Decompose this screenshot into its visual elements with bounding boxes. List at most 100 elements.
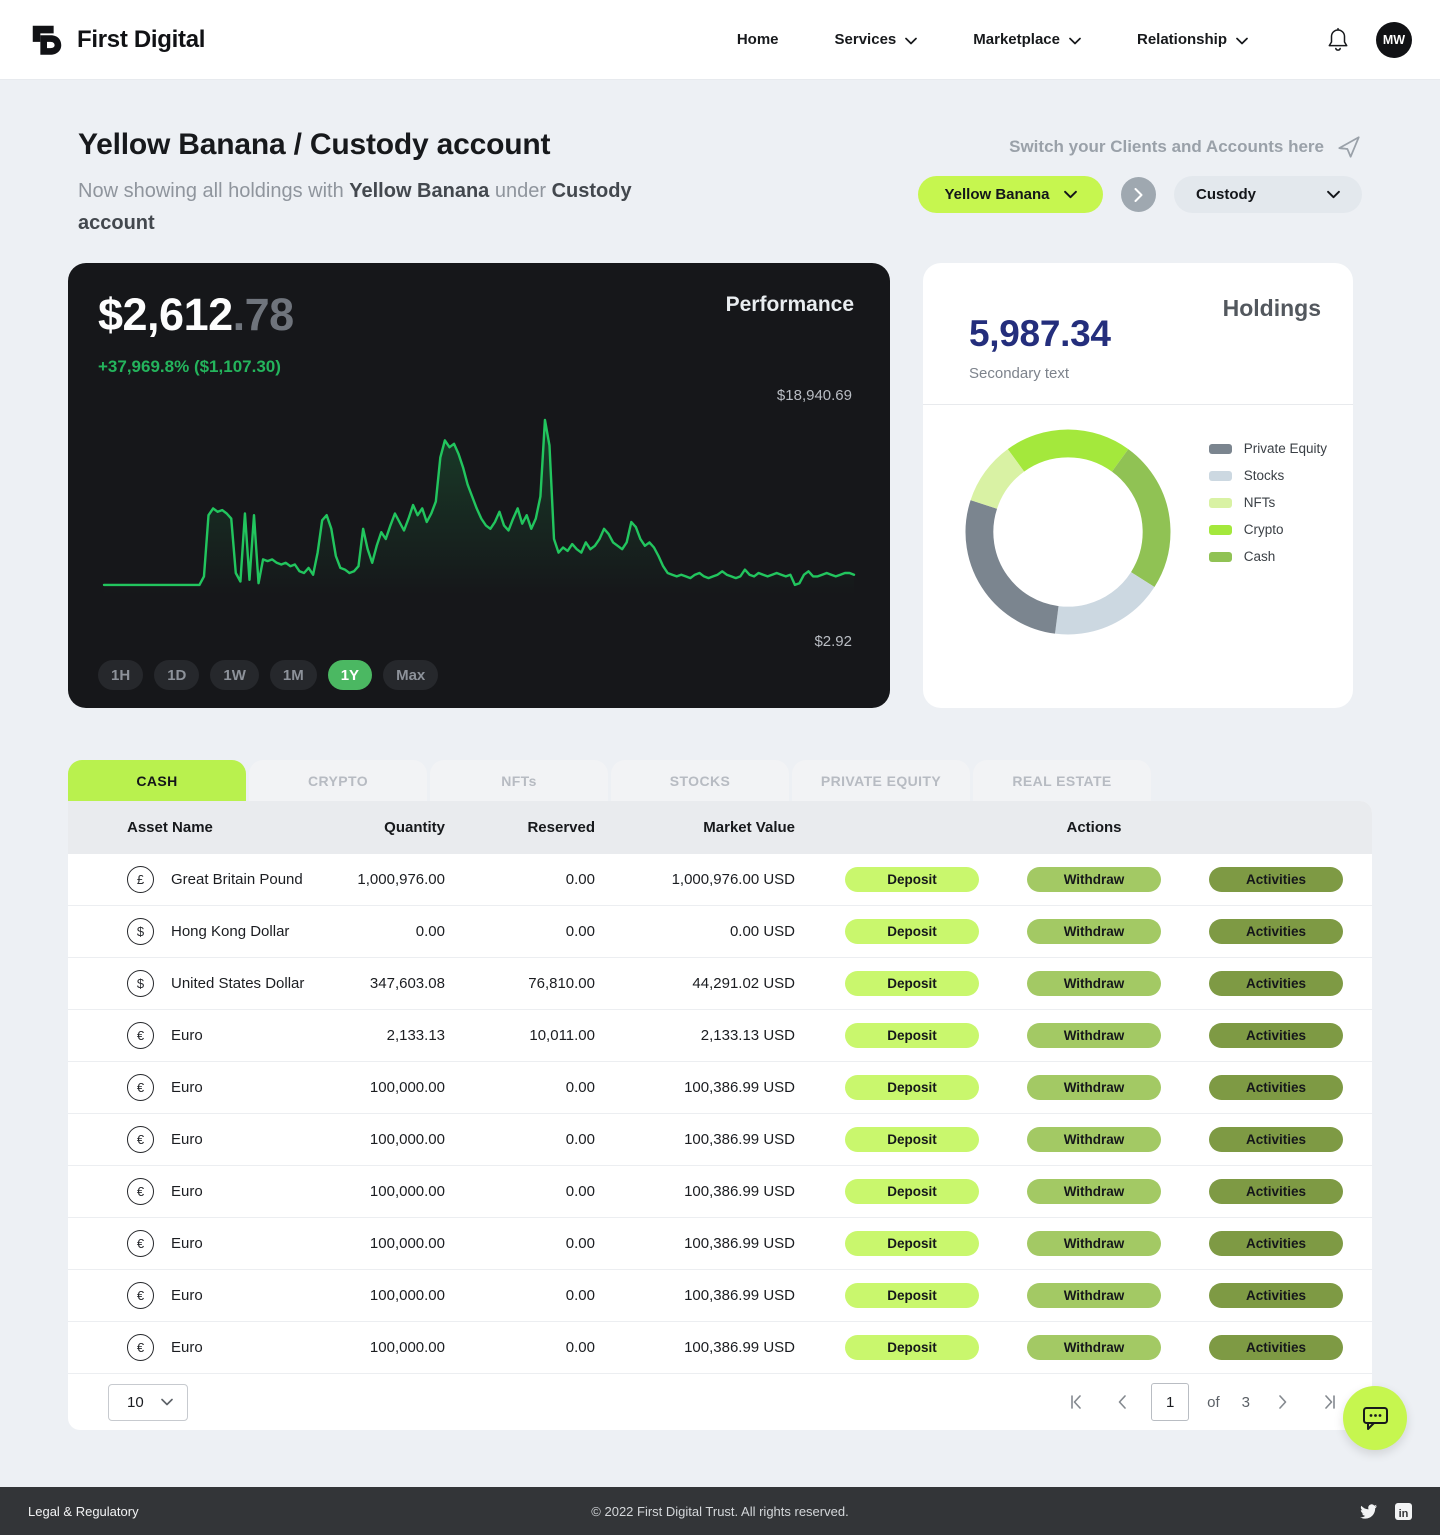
nav-item-home[interactable]: Home (736, 31, 779, 48)
tab-cash[interactable]: CASH (68, 760, 246, 801)
deposit-button[interactable]: Deposit (845, 1127, 979, 1152)
deposit-button[interactable]: Deposit (845, 1231, 979, 1256)
deposit-button[interactable]: Deposit (845, 971, 979, 996)
asset-name: Hong Kong Dollar (171, 923, 290, 940)
asset-name: Euro (171, 1131, 203, 1148)
table-row: € Euro 100,000.00 0.00 100,386.99 USD Deposit… (68, 1270, 1372, 1322)
range-1d-button[interactable]: 1D (154, 660, 200, 690)
tab-real-estate[interactable]: REAL ESTATE (973, 760, 1151, 801)
deposit-button[interactable]: Deposit (845, 919, 979, 944)
chat-fab-button[interactable] (1343, 1386, 1407, 1450)
portfolio-change: +37,969.8% ($1,107.30) (98, 357, 281, 376)
activities-button[interactable]: Activities (1209, 1283, 1343, 1308)
reserved-cell: 10,011.00 (529, 1027, 595, 1044)
table-row: € Euro 2,133.13 10,011.00 2,133.13 USD Deposi… (68, 1010, 1372, 1062)
legal-link[interactable]: Legal & Regulatory (28, 1503, 139, 1519)
withdraw-button[interactable]: Withdraw (1027, 1283, 1161, 1308)
market-value-cell: 100,386.99 USD (684, 1131, 795, 1148)
withdraw-button[interactable]: Withdraw (1027, 1127, 1161, 1152)
first-page-button[interactable] (1063, 1387, 1093, 1417)
deposit-button[interactable]: Deposit (845, 1179, 979, 1204)
currency-icon: £ (127, 866, 154, 893)
range-max-button[interactable]: Max (383, 660, 439, 690)
table-footer: 10 1 of 3 (68, 1374, 1372, 1430)
tab-nfts[interactable]: NFTs (430, 760, 608, 801)
withdraw-button[interactable]: Withdraw (1027, 1231, 1161, 1256)
deposit-button[interactable]: Deposit (845, 1075, 979, 1100)
activities-button[interactable]: Activities (1209, 919, 1343, 944)
tab-private-equity[interactable]: PRIVATE EQUITY (792, 760, 970, 801)
range-1y-button[interactable]: 1Y (327, 660, 373, 690)
deposit-button[interactable]: Deposit (845, 1023, 979, 1048)
brand[interactable]: First Digital (28, 21, 205, 59)
last-page-button[interactable] (1312, 1387, 1342, 1417)
switch-direction-button[interactable] (1121, 177, 1156, 212)
activities-button[interactable]: Activities (1209, 1231, 1343, 1256)
asset-name-cell: £ Great Britain Pound (127, 866, 307, 893)
withdraw-button[interactable]: Withdraw (1027, 1023, 1161, 1048)
deposit-button[interactable]: Deposit (845, 1335, 979, 1360)
time-range-selector: 1H 1D 1W 1M 1Y Max (98, 660, 854, 690)
market-value-cell: 0.00 USD (729, 923, 795, 940)
chat-bubble-icon (1363, 1407, 1388, 1430)
range-1m-button[interactable]: 1M (269, 660, 317, 690)
activities-button[interactable]: Activities (1209, 1127, 1343, 1152)
account-selector-dropdown[interactable]: Custody (1174, 176, 1362, 213)
nav-item-relationship[interactable]: Relationship (1137, 31, 1248, 48)
line-chart (102, 418, 856, 595)
reserved-cell: 0.00 (565, 1079, 595, 1096)
table-body: £ Great Britain Pound 1,000,976.00 0.00 1,00… (68, 854, 1372, 1374)
legend-swatch (1208, 470, 1232, 481)
currency-icon: $ (127, 970, 154, 997)
activities-button[interactable]: Activities (1209, 1075, 1343, 1100)
avatar[interactable]: MW (1376, 21, 1412, 58)
asset-name-cell: € Euro (127, 1074, 307, 1101)
withdraw-button[interactable]: Withdraw (1027, 867, 1161, 892)
legend-item: Crypto (1208, 522, 1327, 537)
chevron-down-icon (1327, 190, 1340, 199)
previous-page-button[interactable] (1107, 1387, 1137, 1417)
tab-crypto[interactable]: CRYPTO (249, 760, 427, 801)
withdraw-button[interactable]: Withdraw (1027, 971, 1161, 996)
client-selector-dropdown[interactable]: Yellow Banana (918, 176, 1103, 213)
notification-bell-icon[interactable] (1326, 27, 1350, 53)
withdraw-button[interactable]: Withdraw (1027, 919, 1161, 944)
legend-item: Stocks (1208, 468, 1327, 483)
current-page-box[interactable]: 1 (1151, 1383, 1190, 1421)
reserved-cell: 0.00 (565, 1183, 595, 1200)
activities-button[interactable]: Activities (1209, 867, 1343, 892)
twitter-icon[interactable] (1360, 1503, 1377, 1519)
activities-button[interactable]: Activities (1209, 1335, 1343, 1360)
chevron-down-icon (1069, 37, 1081, 44)
page-size-select[interactable]: 10 (108, 1383, 188, 1421)
market-value-cell: 1,000,976.00 USD (671, 871, 795, 888)
table-row: $ Hong Kong Dollar 0.00 0.00 0.00 USD Deposit… (68, 906, 1372, 958)
deposit-button[interactable]: Deposit (845, 867, 979, 892)
asset-name-cell: € Euro (127, 1022, 307, 1049)
activities-button[interactable]: Activities (1209, 1179, 1343, 1204)
nav-item-marketplace[interactable]: Marketplace (973, 31, 1081, 48)
deposit-button[interactable]: Deposit (845, 1283, 979, 1308)
activities-button[interactable]: Activities (1209, 1023, 1343, 1048)
holdings-value: 5,987.34 (969, 313, 1111, 354)
donut-segment (965, 429, 1171, 635)
holdings-card-title: Holdings (1222, 295, 1321, 321)
asset-name: Great Britain Pound (171, 871, 303, 888)
row-actions: Deposit Withdraw Activities (795, 1335, 1372, 1360)
next-page-button[interactable] (1268, 1387, 1298, 1417)
withdraw-button[interactable]: Withdraw (1027, 1335, 1161, 1360)
quantity-cell: 0.00 (415, 923, 445, 940)
brand-name: First Digital (77, 25, 206, 53)
withdraw-button[interactable]: Withdraw (1027, 1179, 1161, 1204)
range-1h-button[interactable]: 1H (98, 660, 144, 690)
linkedin-icon[interactable]: in (1395, 1502, 1412, 1520)
pagination: 1 of 3 (1063, 1383, 1342, 1421)
range-1w-button[interactable]: 1W (210, 660, 259, 690)
row-actions: Deposit Withdraw Activities (795, 1127, 1372, 1152)
quantity-cell: 100,000.00 (369, 1079, 445, 1096)
withdraw-button[interactable]: Withdraw (1027, 1075, 1161, 1100)
activities-button[interactable]: Activities (1209, 971, 1343, 996)
chevron-right-icon (1134, 187, 1143, 202)
tab-stocks[interactable]: STOCKS (611, 760, 789, 801)
nav-item-services[interactable]: Services (835, 31, 918, 48)
